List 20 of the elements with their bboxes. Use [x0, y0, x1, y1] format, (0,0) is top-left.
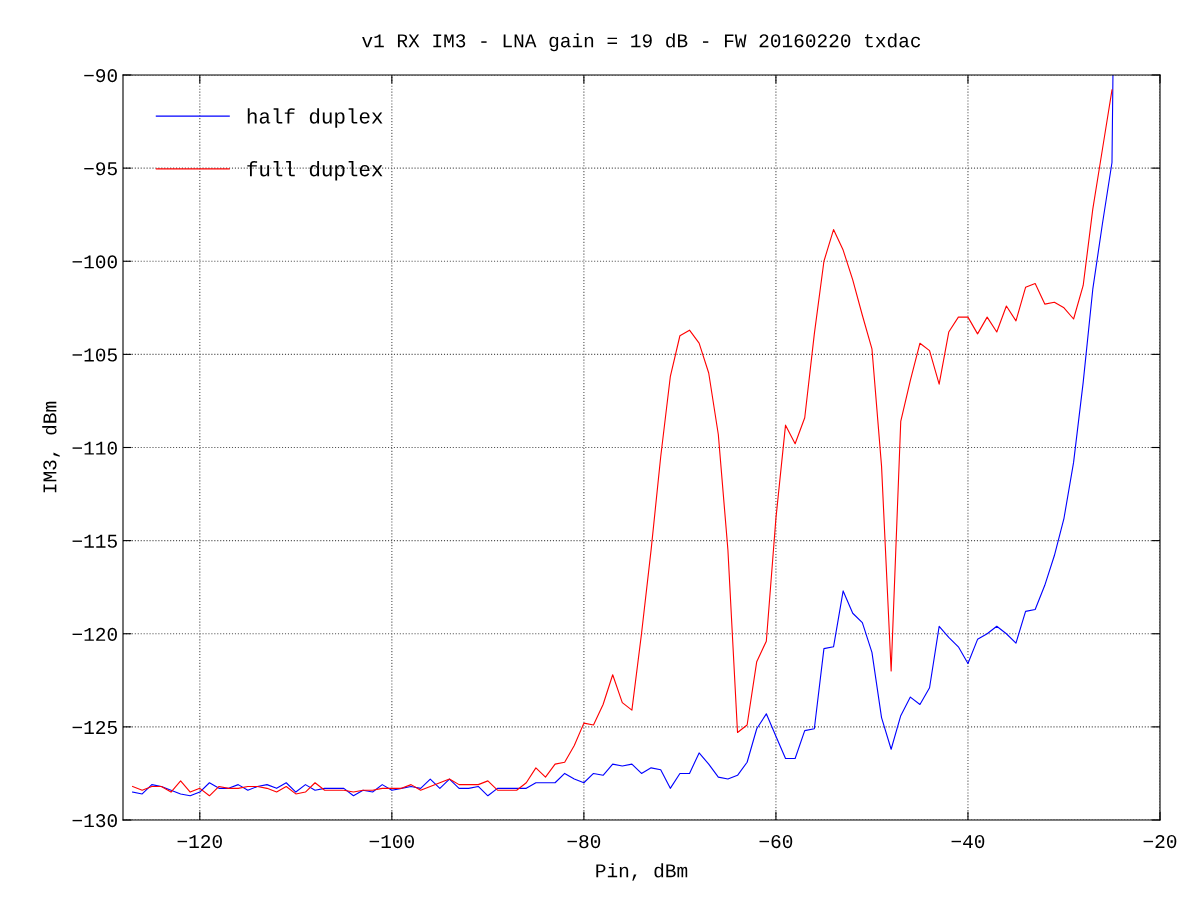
x-axis-title: Pin, dBm	[596, 863, 688, 881]
x-tick-label: −100	[369, 834, 414, 849]
y-tick-label: −120	[72, 627, 117, 641]
y-tick-label: −125	[72, 720, 117, 735]
y-tick-label: −95	[84, 162, 117, 176]
x-tick-label: −120	[177, 834, 222, 849]
chart-title: v1 RX IM3 - LNA gain = 19 dB - FW 20160220 txdac	[362, 33, 921, 52]
legend-label: half duplex	[247, 108, 383, 128]
y-tick-label: −100	[72, 255, 117, 269]
y-tick-label: −105	[72, 348, 117, 362]
y-tick-label: −115	[72, 534, 117, 548]
x-tick-label: −60	[759, 834, 793, 849]
legend-label: full duplex	[247, 161, 383, 181]
x-tick-label: −80	[567, 834, 601, 849]
y-tick-label: −110	[72, 441, 117, 455]
x-tick-label: −40	[951, 834, 985, 849]
y-tick-label: −90	[84, 69, 117, 83]
y-axis-title: IM3, dBm	[42, 401, 60, 493]
x-tick-label: −20	[1143, 834, 1177, 849]
y-tick-label: −130	[72, 814, 117, 828]
